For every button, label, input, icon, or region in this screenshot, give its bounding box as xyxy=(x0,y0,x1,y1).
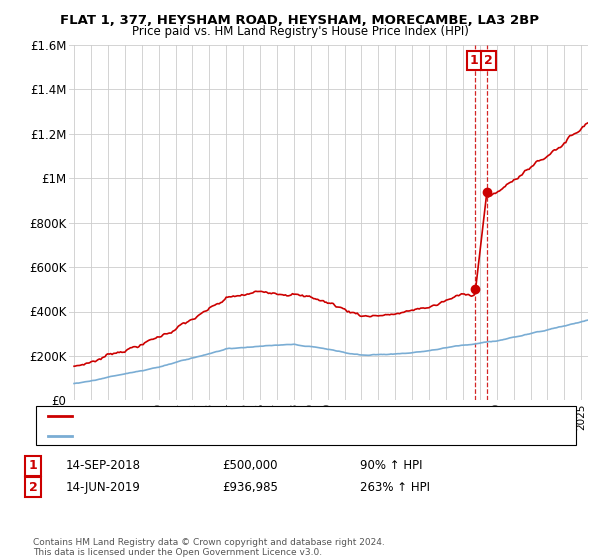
Text: Contains HM Land Registry data © Crown copyright and database right 2024.
This d: Contains HM Land Registry data © Crown c… xyxy=(33,538,385,557)
Text: FLAT 1, 377, HEYSHAM ROAD, HEYSHAM, MORECAMBE, LA3 2BP (detached house): FLAT 1, 377, HEYSHAM ROAD, HEYSHAM, MORE… xyxy=(78,410,506,421)
Text: 1: 1 xyxy=(29,459,37,473)
Text: 2: 2 xyxy=(29,480,37,494)
Text: FLAT 1, 377, HEYSHAM ROAD, HEYSHAM, MORECAMBE, LA3 2BP: FLAT 1, 377, HEYSHAM ROAD, HEYSHAM, MORE… xyxy=(61,14,539,27)
Text: 14-JUN-2019: 14-JUN-2019 xyxy=(66,480,141,494)
Text: 14-SEP-2018: 14-SEP-2018 xyxy=(66,459,141,473)
Text: £500,000: £500,000 xyxy=(222,459,277,473)
Text: HPI: Average price, detached house, Lancaster: HPI: Average price, detached house, Lanc… xyxy=(78,431,322,441)
Text: £936,985: £936,985 xyxy=(222,480,278,494)
Text: 2: 2 xyxy=(484,54,493,67)
Text: 90% ↑ HPI: 90% ↑ HPI xyxy=(360,459,422,473)
Text: 263% ↑ HPI: 263% ↑ HPI xyxy=(360,480,430,494)
Text: 1: 1 xyxy=(470,54,478,67)
Text: Price paid vs. HM Land Registry's House Price Index (HPI): Price paid vs. HM Land Registry's House … xyxy=(131,25,469,38)
